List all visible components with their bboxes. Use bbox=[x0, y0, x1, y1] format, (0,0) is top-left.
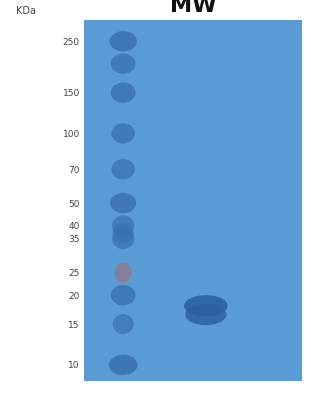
Polygon shape bbox=[113, 314, 134, 334]
Text: KDa: KDa bbox=[16, 6, 35, 16]
Polygon shape bbox=[109, 355, 137, 375]
Polygon shape bbox=[109, 31, 137, 51]
Polygon shape bbox=[111, 159, 135, 179]
Polygon shape bbox=[111, 83, 136, 103]
Polygon shape bbox=[111, 285, 136, 305]
Polygon shape bbox=[185, 304, 226, 325]
Polygon shape bbox=[113, 223, 134, 244]
Polygon shape bbox=[112, 229, 134, 249]
Text: MW: MW bbox=[169, 0, 216, 16]
Polygon shape bbox=[111, 53, 136, 74]
Polygon shape bbox=[184, 295, 228, 316]
Polygon shape bbox=[112, 215, 134, 236]
Polygon shape bbox=[110, 193, 136, 213]
Polygon shape bbox=[115, 263, 132, 283]
Polygon shape bbox=[111, 123, 135, 143]
